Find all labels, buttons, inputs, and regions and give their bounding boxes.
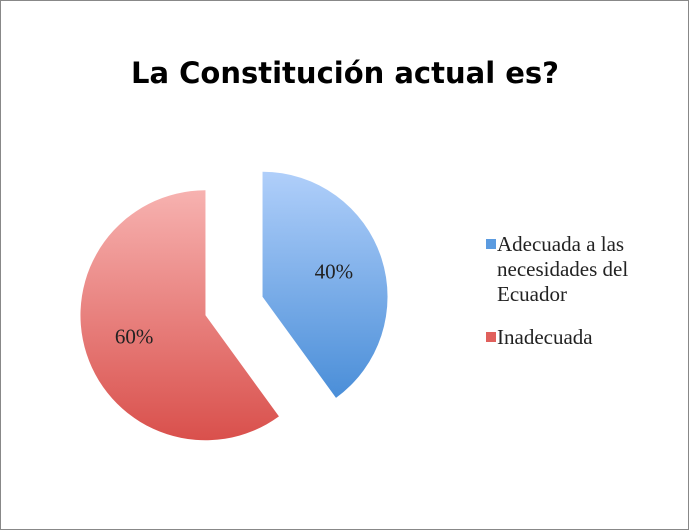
pie-slice — [262, 171, 388, 398]
data-label: 60% — [115, 324, 154, 348]
data-label: 40% — [315, 259, 354, 283]
pie-slice — [80, 190, 279, 441]
legend-swatch — [486, 332, 496, 342]
legend-label: Adecuada a las necesidades del Ecuador — [497, 232, 629, 306]
chart-title: La Constitución actual es? — [131, 56, 559, 90]
legend-swatch — [486, 239, 496, 249]
legend-label: Inadecuada — [497, 325, 593, 349]
